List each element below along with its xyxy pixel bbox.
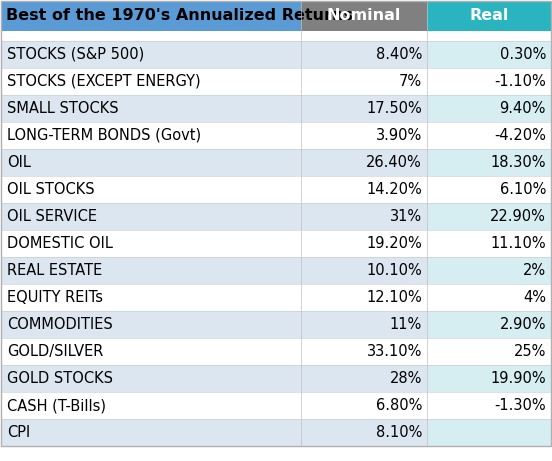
- Bar: [427, 338, 551, 365]
- Text: 14.20%: 14.20%: [366, 182, 422, 197]
- Bar: [301, 203, 427, 230]
- Bar: [427, 230, 551, 257]
- Text: LONG-TERM BONDS (Govt): LONG-TERM BONDS (Govt): [7, 128, 201, 143]
- Text: OIL SERVICE: OIL SERVICE: [7, 209, 97, 224]
- Text: CPI: CPI: [7, 425, 30, 440]
- Text: 26.40%: 26.40%: [366, 155, 422, 170]
- Bar: [1, 230, 301, 257]
- Text: Real: Real: [469, 8, 509, 24]
- Bar: [301, 257, 427, 284]
- Text: 7%: 7%: [399, 74, 422, 89]
- Bar: [1, 1, 301, 31]
- Text: COMMODITIES: COMMODITIES: [7, 317, 113, 332]
- Bar: [427, 311, 551, 338]
- Text: CASH (T-Bills): CASH (T-Bills): [7, 398, 106, 413]
- Bar: [427, 149, 551, 176]
- Text: 31%: 31%: [390, 209, 422, 224]
- Text: 10.10%: 10.10%: [366, 263, 422, 278]
- Text: 3.90%: 3.90%: [376, 128, 422, 143]
- Bar: [427, 419, 551, 446]
- Text: OIL STOCKS: OIL STOCKS: [7, 182, 94, 197]
- Bar: [1, 176, 301, 203]
- Text: 6.80%: 6.80%: [375, 398, 422, 413]
- Bar: [427, 284, 551, 311]
- Text: Nominal: Nominal: [327, 8, 401, 24]
- Text: 0.30%: 0.30%: [500, 47, 546, 62]
- Text: Best of the 1970's Annualized Returns: Best of the 1970's Annualized Returns: [6, 8, 353, 24]
- Bar: [301, 311, 427, 338]
- Bar: [427, 41, 551, 68]
- Text: 6.10%: 6.10%: [500, 182, 546, 197]
- Bar: [1, 41, 301, 68]
- Bar: [1, 149, 301, 176]
- Bar: [427, 203, 551, 230]
- Text: 2.90%: 2.90%: [500, 317, 546, 332]
- Bar: [427, 392, 551, 419]
- Bar: [301, 419, 427, 446]
- Text: 19.90%: 19.90%: [490, 371, 546, 386]
- Text: -1.10%: -1.10%: [494, 74, 546, 89]
- Text: REAL ESTATE: REAL ESTATE: [7, 263, 102, 278]
- Text: SMALL STOCKS: SMALL STOCKS: [7, 101, 119, 116]
- Bar: [301, 284, 427, 311]
- Bar: [1, 392, 301, 419]
- Bar: [301, 122, 427, 149]
- Bar: [1, 257, 301, 284]
- Text: -1.30%: -1.30%: [495, 398, 546, 413]
- Text: DOMESTIC OIL: DOMESTIC OIL: [7, 236, 113, 251]
- Bar: [427, 122, 551, 149]
- Bar: [301, 149, 427, 176]
- Bar: [1, 338, 301, 365]
- Text: 4%: 4%: [523, 290, 546, 305]
- Text: GOLD/SILVER: GOLD/SILVER: [7, 344, 103, 359]
- Text: 11%: 11%: [390, 317, 422, 332]
- Bar: [301, 176, 427, 203]
- Bar: [1, 95, 301, 122]
- Text: 19.20%: 19.20%: [366, 236, 422, 251]
- Text: STOCKS (EXCEPT ENERGY): STOCKS (EXCEPT ENERGY): [7, 74, 200, 89]
- Bar: [427, 95, 551, 122]
- Bar: [301, 41, 427, 68]
- Bar: [1, 311, 301, 338]
- Bar: [301, 365, 427, 392]
- Text: 11.10%: 11.10%: [490, 236, 546, 251]
- Text: STOCKS (S&P 500): STOCKS (S&P 500): [7, 47, 144, 62]
- Text: 18.30%: 18.30%: [491, 155, 546, 170]
- Text: 17.50%: 17.50%: [366, 101, 422, 116]
- Bar: [1, 203, 301, 230]
- Text: 2%: 2%: [523, 263, 546, 278]
- Text: 9.40%: 9.40%: [500, 101, 546, 116]
- Text: OIL: OIL: [7, 155, 31, 170]
- Bar: [301, 392, 427, 419]
- Bar: [301, 230, 427, 257]
- Bar: [1, 68, 301, 95]
- Text: GOLD STOCKS: GOLD STOCKS: [7, 371, 113, 386]
- Bar: [427, 176, 551, 203]
- Text: 8.10%: 8.10%: [375, 425, 422, 440]
- Text: 8.40%: 8.40%: [375, 47, 422, 62]
- Bar: [427, 1, 551, 31]
- Bar: [1, 284, 301, 311]
- Bar: [301, 338, 427, 365]
- Text: 33.10%: 33.10%: [367, 344, 422, 359]
- Bar: [1, 419, 301, 446]
- Text: EQUITY REITs: EQUITY REITs: [7, 290, 103, 305]
- Text: 22.90%: 22.90%: [490, 209, 546, 224]
- Text: -4.20%: -4.20%: [494, 128, 546, 143]
- Text: 25%: 25%: [513, 344, 546, 359]
- Text: 28%: 28%: [390, 371, 422, 386]
- Bar: [301, 95, 427, 122]
- Bar: [427, 68, 551, 95]
- Bar: [301, 68, 427, 95]
- Bar: [1, 31, 551, 41]
- Bar: [1, 122, 301, 149]
- Bar: [427, 365, 551, 392]
- Text: 12.10%: 12.10%: [366, 290, 422, 305]
- Bar: [301, 1, 427, 31]
- Bar: [1, 365, 301, 392]
- Bar: [427, 257, 551, 284]
